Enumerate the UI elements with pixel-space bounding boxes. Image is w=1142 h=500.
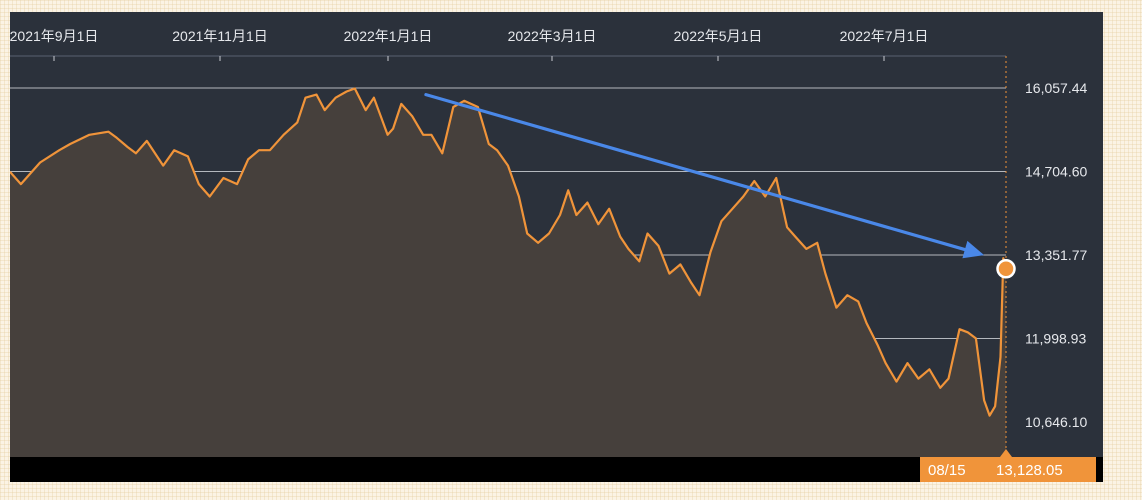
current-value-label: 13,128.05 [996, 462, 1063, 479]
y-axis: 16,057.44 14,704.60 13,351.77 11,998.93 10,6… [1025, 80, 1087, 430]
y-tick-label: 11,998.93 [1025, 331, 1086, 347]
chart-panel: 2021年9月1日 2021年11月1日 2022年1月1日 2022年3月1日 202… [10, 12, 1103, 482]
value-pointer [1000, 449, 1012, 457]
y-tick-label: 13,351.77 [1025, 247, 1087, 263]
price-area [10, 88, 1006, 457]
x-tick-label: 2021年11月1日 [172, 28, 267, 44]
x-tick-label: 2022年5月1日 [674, 28, 763, 44]
trend-arrow [424, 93, 967, 252]
chart-svg: 2021年9月1日 2021年11月1日 2022年1月1日 2022年3月1日 202… [10, 28, 1103, 482]
current-value-box [920, 457, 1096, 482]
x-axis: 2021年9月1日 2021年11月1日 2022年1月1日 2022年3月1日 202… [10, 28, 928, 61]
price-line [10, 87, 1008, 417]
x-tick-label: 2021年9月1日 [10, 28, 98, 44]
y-tick-label: 16,057.44 [1025, 80, 1087, 96]
last-point-marker[interactable] [996, 259, 1016, 279]
current-date-label: 08/15 [928, 462, 966, 479]
x-tick-label: 2022年3月1日 [508, 28, 597, 44]
trend-arrow-head-icon [962, 240, 985, 259]
x-tick-label: 2022年1月1日 [344, 28, 433, 44]
y-tick-label: 10,646.10 [1025, 414, 1087, 430]
x-tick-label: 2022年7月1日 [840, 28, 929, 44]
y-tick-label: 14,704.60 [1025, 164, 1087, 180]
